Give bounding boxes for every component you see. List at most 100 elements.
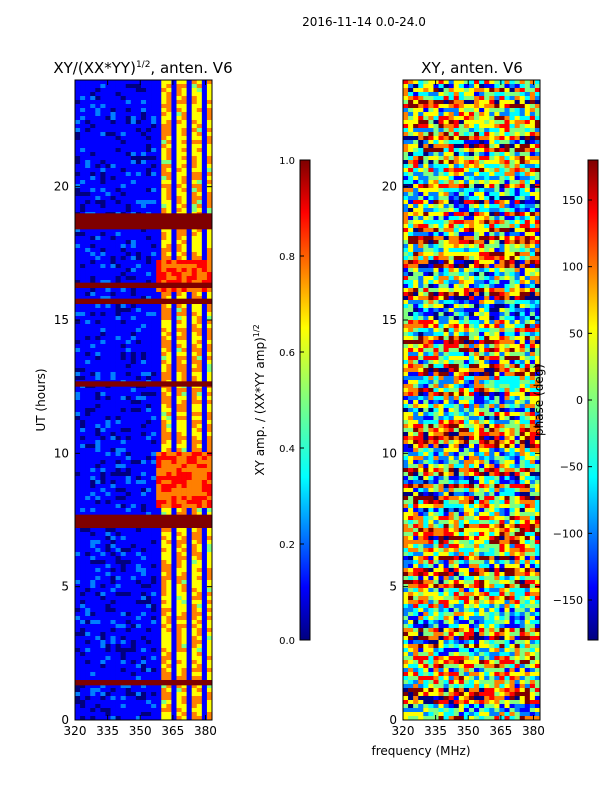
left-cell xyxy=(75,704,81,709)
left-cell xyxy=(85,316,91,321)
right-cell xyxy=(448,160,455,165)
left-cell xyxy=(146,496,152,501)
right-cell xyxy=(534,136,541,141)
left-cell xyxy=(120,632,127,637)
left-cell xyxy=(75,148,81,153)
left-cell xyxy=(206,360,213,365)
left-cell xyxy=(115,648,121,653)
left-cell xyxy=(161,596,167,601)
left-cell xyxy=(156,296,162,301)
left-cell xyxy=(191,692,198,697)
right-cell xyxy=(418,120,424,125)
left-cell xyxy=(186,440,193,445)
left-cell xyxy=(206,84,213,89)
left-cell xyxy=(110,700,116,705)
left-cell xyxy=(125,260,132,265)
left-cell xyxy=(75,376,81,381)
left-cell xyxy=(85,396,91,401)
left-cell xyxy=(110,304,116,309)
left-cell xyxy=(125,456,132,461)
left-cell xyxy=(146,152,152,157)
left-cell xyxy=(110,576,116,581)
left-cell xyxy=(191,360,198,365)
left-cell xyxy=(135,252,142,257)
left-cell xyxy=(161,448,167,453)
left-cell xyxy=(80,340,86,345)
left-cell xyxy=(156,416,162,421)
left-cell xyxy=(186,608,193,613)
left-cell xyxy=(151,604,157,609)
left-cell xyxy=(176,528,182,533)
left-cell xyxy=(90,644,96,649)
left-cell xyxy=(181,352,187,357)
left-cell xyxy=(161,576,167,581)
left-cell xyxy=(125,368,132,373)
left-cell xyxy=(135,492,142,497)
left-cell xyxy=(156,420,162,425)
left-cell xyxy=(140,648,147,653)
left-cell xyxy=(75,528,81,533)
left-cell xyxy=(161,468,167,473)
left-cell xyxy=(161,80,167,85)
left-cell xyxy=(80,436,86,441)
left-cell xyxy=(100,716,106,721)
left-cell xyxy=(105,648,111,653)
left-cell xyxy=(196,156,203,161)
left-cell xyxy=(176,488,182,493)
left-cell xyxy=(130,152,137,157)
left-cell xyxy=(140,176,147,181)
left-cell xyxy=(166,400,172,405)
left-cell xyxy=(110,708,116,713)
left-cell xyxy=(125,360,132,365)
left-cell xyxy=(186,704,193,709)
left-cell xyxy=(100,704,106,709)
right-cell xyxy=(413,120,419,125)
left-cell xyxy=(166,440,172,445)
left-cell xyxy=(120,512,127,517)
left-cell xyxy=(85,260,91,265)
right-cell xyxy=(479,168,485,173)
left-cell xyxy=(100,532,106,537)
left-cell xyxy=(80,456,86,461)
left-cell xyxy=(201,564,208,569)
left-cell xyxy=(90,652,96,657)
left-cell xyxy=(151,692,157,697)
left-cell xyxy=(105,352,111,357)
left-cell xyxy=(110,560,116,565)
left-cell xyxy=(115,616,121,621)
right-cell xyxy=(529,140,536,145)
right-cell xyxy=(403,104,409,109)
left-cell xyxy=(105,628,111,633)
left-cell xyxy=(181,716,187,721)
right-cell xyxy=(489,132,495,137)
right-cell xyxy=(504,84,510,89)
left-cell xyxy=(125,136,132,141)
left-cell xyxy=(80,468,86,473)
left-cell xyxy=(130,164,137,169)
left-cell xyxy=(115,456,121,461)
left-cell xyxy=(176,352,182,357)
left-cell xyxy=(191,240,198,245)
left-cell xyxy=(115,572,121,577)
right-cell xyxy=(514,84,521,89)
left-cell xyxy=(125,192,132,197)
left-cell xyxy=(75,240,81,245)
left-cell xyxy=(166,240,172,245)
left-cell xyxy=(146,464,152,469)
left-cell xyxy=(191,588,198,593)
left-cell xyxy=(125,588,132,593)
left-cell xyxy=(105,556,111,561)
right-cell xyxy=(499,100,505,105)
right-cell xyxy=(458,132,465,137)
left-cell xyxy=(186,396,193,401)
left-cell xyxy=(171,628,177,633)
left-cell xyxy=(171,444,177,449)
left-cell xyxy=(156,244,162,249)
left-cell xyxy=(90,248,96,253)
left-cell xyxy=(156,152,162,157)
left-cell xyxy=(151,108,157,113)
left-cell xyxy=(146,96,152,101)
left-cell xyxy=(125,556,132,561)
left-cell xyxy=(171,324,177,329)
left-cell xyxy=(176,260,182,265)
